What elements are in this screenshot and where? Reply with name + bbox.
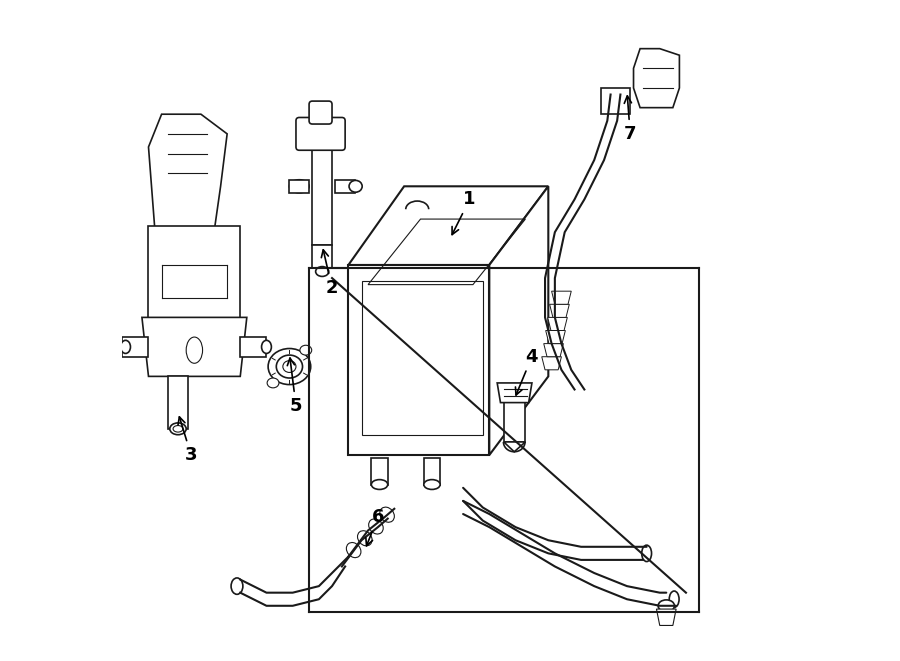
Polygon shape xyxy=(552,292,572,304)
Ellipse shape xyxy=(380,507,394,522)
Polygon shape xyxy=(142,317,247,376)
Ellipse shape xyxy=(262,340,272,354)
Ellipse shape xyxy=(658,600,674,611)
Ellipse shape xyxy=(642,545,652,562)
Text: 3: 3 xyxy=(178,417,197,464)
Polygon shape xyxy=(656,609,676,625)
Ellipse shape xyxy=(231,578,243,594)
Ellipse shape xyxy=(372,480,388,489)
Polygon shape xyxy=(550,304,570,317)
Text: 1: 1 xyxy=(452,190,476,235)
Polygon shape xyxy=(504,399,526,442)
FancyBboxPatch shape xyxy=(296,118,345,150)
Polygon shape xyxy=(544,344,563,357)
Ellipse shape xyxy=(349,180,362,192)
Polygon shape xyxy=(545,330,565,344)
Text: 6: 6 xyxy=(365,508,384,546)
Polygon shape xyxy=(490,186,548,455)
Polygon shape xyxy=(634,49,680,108)
Polygon shape xyxy=(312,245,332,268)
Ellipse shape xyxy=(424,480,440,489)
Polygon shape xyxy=(168,376,188,429)
Text: 4: 4 xyxy=(516,348,538,395)
Polygon shape xyxy=(148,114,227,232)
Polygon shape xyxy=(424,458,440,485)
Ellipse shape xyxy=(346,543,361,558)
Polygon shape xyxy=(240,337,266,357)
Text: 2: 2 xyxy=(321,250,338,297)
Text: 7: 7 xyxy=(624,96,636,143)
Ellipse shape xyxy=(173,426,183,432)
Ellipse shape xyxy=(300,345,311,355)
Polygon shape xyxy=(504,442,526,451)
Ellipse shape xyxy=(357,531,372,546)
Polygon shape xyxy=(122,337,148,357)
Polygon shape xyxy=(372,458,388,485)
Text: 5: 5 xyxy=(287,358,302,415)
Polygon shape xyxy=(312,140,332,245)
Polygon shape xyxy=(348,186,548,265)
Polygon shape xyxy=(542,357,562,369)
Ellipse shape xyxy=(121,340,130,354)
Ellipse shape xyxy=(268,348,310,385)
Polygon shape xyxy=(290,180,309,193)
Polygon shape xyxy=(336,180,355,193)
Polygon shape xyxy=(497,383,532,403)
Ellipse shape xyxy=(369,519,383,534)
Polygon shape xyxy=(148,225,240,324)
Polygon shape xyxy=(348,265,490,455)
Ellipse shape xyxy=(290,180,309,193)
Ellipse shape xyxy=(316,266,328,276)
FancyBboxPatch shape xyxy=(309,101,332,124)
Ellipse shape xyxy=(276,355,302,378)
Ellipse shape xyxy=(670,591,680,607)
Polygon shape xyxy=(601,88,630,114)
Ellipse shape xyxy=(267,378,279,388)
Ellipse shape xyxy=(283,361,296,372)
Polygon shape xyxy=(548,317,567,330)
Ellipse shape xyxy=(170,423,186,435)
